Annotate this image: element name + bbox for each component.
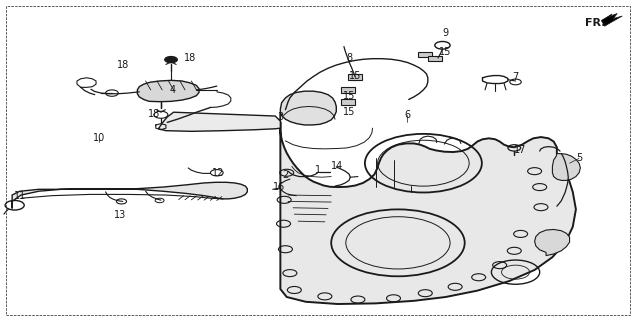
Polygon shape bbox=[12, 182, 247, 208]
Bar bbox=[341, 87, 355, 93]
Text: 2: 2 bbox=[282, 170, 289, 180]
Text: 15: 15 bbox=[343, 107, 355, 117]
Text: 12: 12 bbox=[212, 168, 224, 178]
Text: 8: 8 bbox=[346, 53, 352, 63]
Bar bbox=[341, 99, 355, 105]
Text: 7: 7 bbox=[512, 72, 519, 82]
Text: 15: 15 bbox=[349, 71, 362, 81]
Polygon shape bbox=[552, 154, 580, 180]
Text: FR.: FR. bbox=[585, 18, 605, 28]
Bar bbox=[429, 56, 443, 61]
Text: 10: 10 bbox=[93, 133, 105, 143]
Text: 11: 11 bbox=[13, 191, 26, 201]
Bar bbox=[418, 52, 432, 57]
Text: 13: 13 bbox=[114, 210, 126, 220]
Text: 3: 3 bbox=[277, 112, 283, 122]
Polygon shape bbox=[280, 122, 576, 304]
Polygon shape bbox=[534, 229, 569, 256]
Text: 18: 18 bbox=[148, 109, 161, 119]
Text: 15: 15 bbox=[440, 47, 452, 57]
Text: 5: 5 bbox=[576, 153, 582, 164]
Polygon shape bbox=[601, 13, 622, 26]
Polygon shape bbox=[280, 91, 336, 125]
Text: 17: 17 bbox=[515, 146, 527, 156]
Text: 6: 6 bbox=[404, 110, 411, 120]
Text: 14: 14 bbox=[331, 161, 344, 172]
Text: 18: 18 bbox=[117, 60, 129, 70]
Text: 15: 15 bbox=[343, 91, 355, 101]
Text: 18: 18 bbox=[184, 53, 196, 63]
Text: 16: 16 bbox=[273, 182, 285, 192]
Text: 9: 9 bbox=[443, 28, 448, 37]
Text: 1: 1 bbox=[315, 164, 322, 174]
Bar bbox=[348, 74, 362, 80]
Polygon shape bbox=[159, 112, 280, 131]
Circle shape bbox=[165, 56, 177, 63]
Text: 4: 4 bbox=[169, 85, 175, 95]
Polygon shape bbox=[138, 80, 199, 102]
Circle shape bbox=[350, 75, 361, 81]
